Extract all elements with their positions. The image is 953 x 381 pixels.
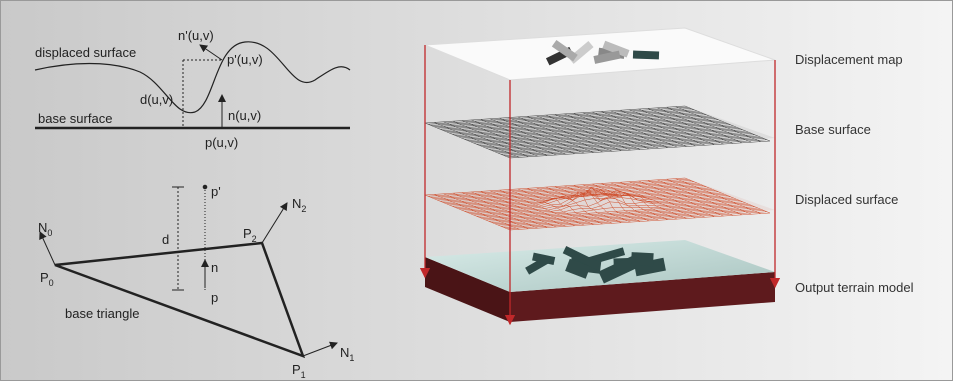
label: d(u,v) <box>140 92 173 107</box>
label: p' <box>211 184 221 199</box>
label: n <box>211 260 218 275</box>
label: n(u,v) <box>228 108 261 123</box>
layer-label: Displaced surface <box>795 192 898 207</box>
layer-label: Base surface <box>795 122 871 137</box>
label: base surface <box>38 111 112 126</box>
map-patch <box>633 51 659 60</box>
building <box>631 252 654 266</box>
layer-label: Displacement map <box>795 52 903 67</box>
label: p <box>211 290 218 305</box>
label: p(u,v) <box>205 135 238 150</box>
label: p'(u,v) <box>227 52 263 67</box>
label: base triangle <box>65 306 139 321</box>
label: displaced surface <box>35 45 136 60</box>
figure: displaced surface n'(u,v) p'(u,v) d(u,v)… <box>0 0 953 381</box>
label: d <box>162 232 169 247</box>
label: n'(u,v) <box>178 28 214 43</box>
layer-label: Output terrain model <box>795 280 914 295</box>
